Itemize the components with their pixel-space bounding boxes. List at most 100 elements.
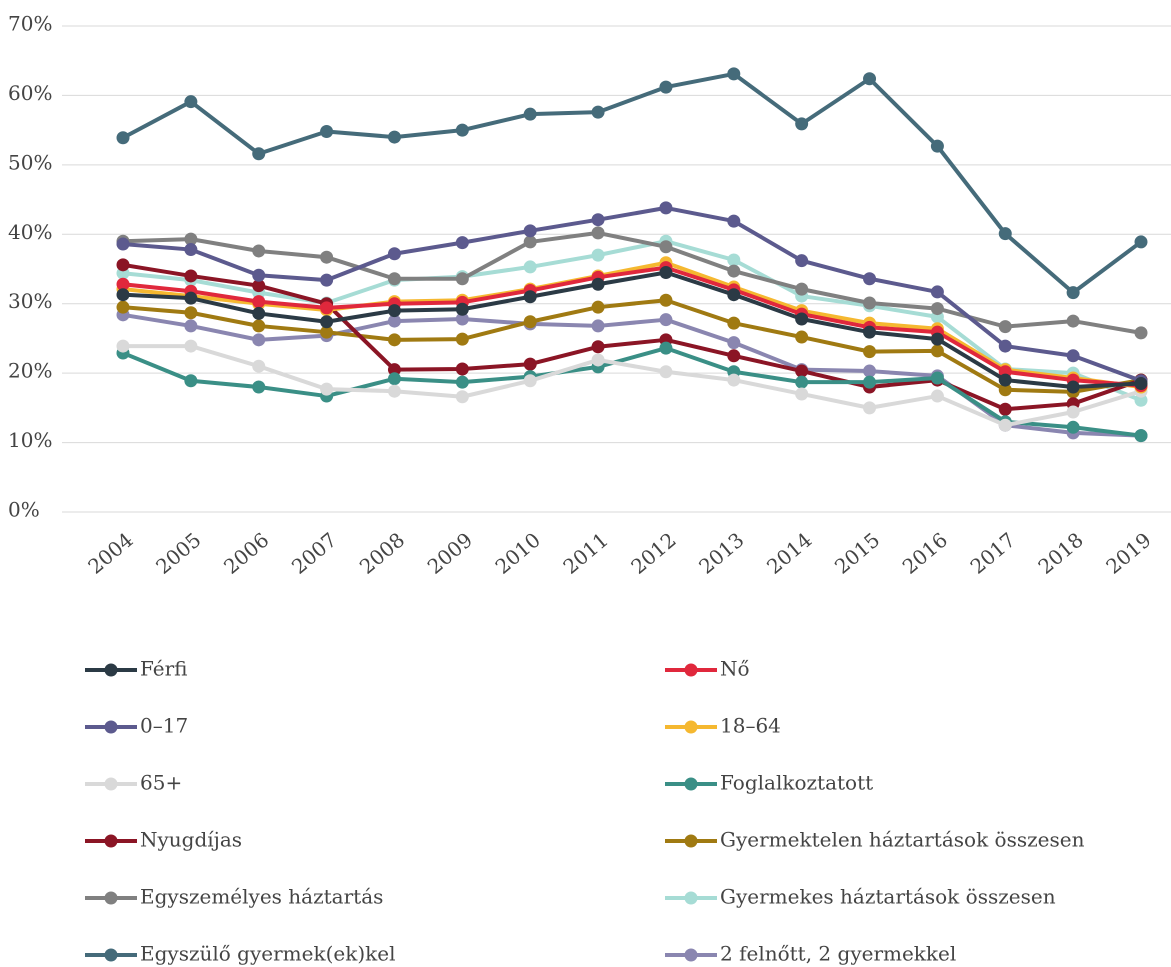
x-tick-label: 2009 <box>423 528 477 579</box>
data-point <box>252 147 266 161</box>
data-point <box>184 319 198 333</box>
data-point <box>320 250 334 264</box>
data-point <box>998 339 1012 353</box>
data-point <box>455 123 469 137</box>
series-line <box>122 260 1142 390</box>
data-point <box>252 268 266 282</box>
data-point <box>795 364 809 378</box>
data-point <box>727 253 741 267</box>
data-point <box>795 117 809 131</box>
x-tick-label: 2006 <box>219 528 273 579</box>
data-point <box>252 319 266 333</box>
legend-marker <box>104 948 118 962</box>
data-point <box>387 314 401 328</box>
data-point <box>930 332 944 346</box>
data-point <box>727 264 741 278</box>
legend-label: Férfi <box>140 657 188 681</box>
y-tick-label: 30% <box>8 289 52 313</box>
legend-marker <box>104 720 118 734</box>
data-point <box>252 306 266 320</box>
data-point <box>1066 420 1080 434</box>
data-point <box>320 382 334 396</box>
data-point <box>863 296 877 310</box>
y-tick-label: 0% <box>8 498 40 522</box>
data-point <box>252 359 266 373</box>
legend-label: Egyszülő gyermek(ek)kel <box>140 942 396 966</box>
y-tick-label: 10% <box>8 428 52 452</box>
data-point <box>998 402 1012 416</box>
legend-label: Nyugdíjas <box>140 828 242 852</box>
data-point <box>998 373 1012 387</box>
y-tick-label: 60% <box>8 81 52 105</box>
x-tick-label: 2018 <box>1033 528 1087 579</box>
data-point <box>930 389 944 403</box>
data-point <box>659 341 673 355</box>
legend-label: 2 felnőtt, 2 gyermekkel <box>720 942 956 966</box>
data-point <box>320 273 334 287</box>
data-point <box>930 139 944 153</box>
legend-marker <box>104 834 118 848</box>
x-tick-label: 2013 <box>694 528 748 579</box>
series-line <box>122 298 1142 394</box>
data-point <box>184 243 198 257</box>
legend-item: Egyszemélyes háztartás <box>85 885 383 909</box>
x-tick-label: 2004 <box>83 528 137 579</box>
data-point <box>795 375 809 389</box>
data-point <box>455 236 469 250</box>
data-point <box>863 325 877 339</box>
data-point <box>659 201 673 215</box>
series-line <box>122 346 1142 438</box>
data-point <box>455 390 469 404</box>
data-point <box>930 302 944 316</box>
data-point <box>863 401 877 415</box>
x-tick-label: 2014 <box>762 528 816 579</box>
data-point <box>116 300 130 314</box>
data-point <box>795 330 809 344</box>
series-line <box>122 239 1142 403</box>
series-line <box>122 270 1142 390</box>
series-line <box>122 71 1143 295</box>
data-point <box>795 282 809 296</box>
data-point <box>795 387 809 401</box>
data-point <box>998 418 1012 432</box>
x-tick-label: 2010 <box>491 528 545 579</box>
data-point <box>727 288 741 302</box>
data-point <box>659 313 673 327</box>
data-point <box>659 240 673 254</box>
legend-marker <box>684 720 698 734</box>
data-point <box>591 248 605 262</box>
data-point <box>387 272 401 286</box>
data-point <box>523 224 537 238</box>
data-point <box>387 384 401 398</box>
data-point <box>320 325 334 339</box>
x-tick-label: 2011 <box>558 528 612 579</box>
data-point <box>659 265 673 279</box>
x-tick-label: 2019 <box>1101 528 1155 579</box>
data-point <box>523 235 537 249</box>
series-line <box>122 262 1142 412</box>
legend-marker <box>104 663 118 677</box>
data-point <box>252 380 266 394</box>
data-point <box>116 237 130 251</box>
data-point <box>387 363 401 377</box>
y-tick-label: 40% <box>8 220 52 244</box>
data-point <box>387 304 401 318</box>
data-point <box>116 339 130 353</box>
legend-label: 18–64 <box>720 714 781 738</box>
data-point <box>863 364 877 378</box>
x-tick-label: 2008 <box>355 528 409 579</box>
data-point <box>727 336 741 350</box>
legend-label: Gyermekes háztartások összesen <box>720 885 1056 909</box>
x-tick-label: 2007 <box>287 528 341 579</box>
legend-item: 65+ <box>85 771 182 795</box>
legend-marker <box>684 834 698 848</box>
data-point <box>659 293 673 307</box>
legend-item: Gyermekes háztartások összesen <box>665 885 1056 909</box>
data-point <box>998 227 1012 241</box>
legend-label: Foglalkoztatott <box>720 771 873 795</box>
data-point <box>252 279 266 293</box>
data-point <box>455 332 469 346</box>
data-point <box>1066 405 1080 419</box>
series-line <box>122 265 1142 388</box>
data-point <box>659 365 673 379</box>
